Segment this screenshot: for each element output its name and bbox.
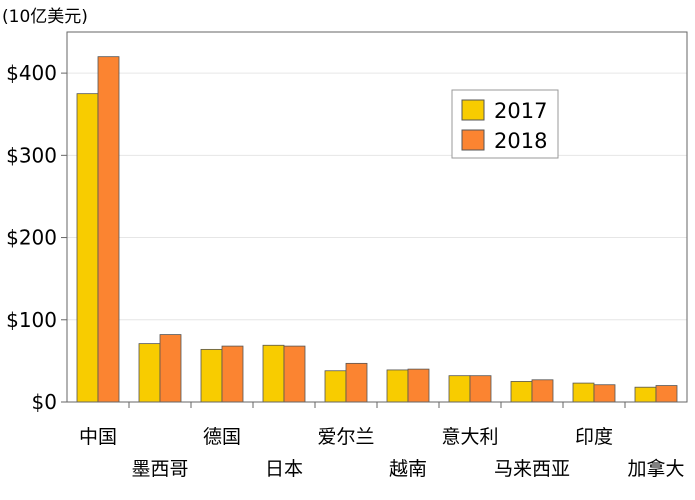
bar-2018 (655, 385, 678, 403)
bar-2017 (76, 93, 99, 403)
y-axis-ticks: $0 $100 $200 $300 $400 (6, 61, 67, 414)
y-tick-label: $100 (6, 308, 57, 332)
x-tick-label: 意大利 (441, 426, 498, 448)
bar-2017 (448, 375, 471, 403)
bar-2018 (221, 345, 244, 403)
legend-swatch-2017 (461, 99, 485, 121)
bar-2017 (386, 369, 409, 403)
legend-swatch-2018 (461, 129, 485, 151)
bar-2018 (97, 56, 120, 403)
bars (76, 56, 678, 403)
bar-2017 (200, 348, 223, 403)
bar-2018 (593, 384, 616, 403)
legend: 2017 2018 (451, 89, 559, 159)
bar-2017 (262, 344, 285, 403)
x-tick-label: 日本 (265, 458, 303, 480)
bar-2018 (159, 334, 182, 403)
plot-frame (66, 31, 688, 403)
legend-label-2018: 2018 (494, 129, 547, 153)
x-tick-label: 印度 (575, 426, 613, 448)
bar-2018 (407, 368, 430, 403)
x-tick-label: 中国 (79, 426, 117, 448)
x-tick-label: 墨西哥 (131, 458, 188, 480)
bar-2017 (510, 381, 533, 403)
bar-2018 (283, 345, 306, 403)
bar-2018 (469, 375, 492, 403)
bar-2018 (345, 362, 368, 403)
x-tick-label: 德国 (203, 426, 241, 448)
x-tick-label: 加拿大 (627, 457, 684, 480)
x-tick-label: 越南 (389, 458, 427, 480)
bar-2017 (324, 370, 347, 403)
bar-2018 (531, 379, 554, 403)
legend-label-2017: 2017 (494, 99, 547, 123)
y-tick-label: $300 (6, 143, 57, 167)
bar-2017 (138, 343, 161, 403)
x-tick-label: 爱尔兰 (317, 426, 374, 448)
x-tick-label: 马来西亚 (494, 458, 570, 480)
y-tick-label: $0 (32, 390, 57, 414)
y-tick-label: $400 (6, 61, 57, 85)
bar-2017 (572, 382, 595, 403)
gridlines (67, 72, 687, 321)
y-tick-label: $200 (6, 226, 57, 250)
unit-label: (10亿美元) (2, 7, 88, 27)
bar-2017 (634, 386, 657, 403)
